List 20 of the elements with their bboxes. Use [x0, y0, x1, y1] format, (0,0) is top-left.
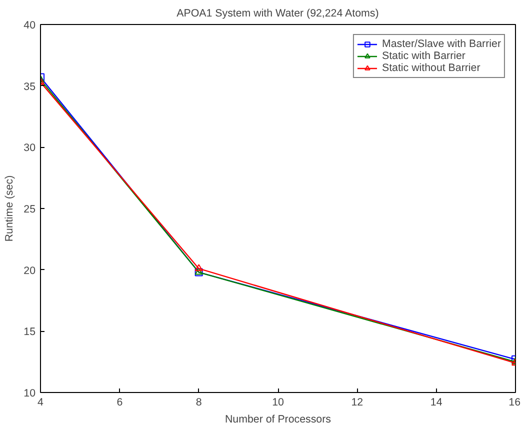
- x-tick-label: 14: [430, 396, 442, 408]
- x-axis-title: Number of Processors: [224, 414, 332, 426]
- chart-title: APOA1 System with Water (92,224 Atoms): [176, 8, 379, 20]
- legend-label: Static without Barrier: [382, 62, 480, 74]
- legend-label: Static with Barrier: [382, 50, 466, 62]
- x-tick-label: 6: [116, 396, 123, 408]
- legend-label: Master/Slave with Barrier: [382, 38, 501, 50]
- y-tick-label: 15: [24, 326, 36, 338]
- x-tick-label: 8: [196, 396, 202, 408]
- y-tick-label: 40: [24, 20, 36, 32]
- x-tick-label: 16: [508, 396, 521, 408]
- y-tick-label: 10: [24, 388, 36, 400]
- y-axis-title: Runtime (sec): [4, 175, 16, 242]
- x-tick-label: 12: [351, 396, 364, 408]
- x-tick-label: 4: [38, 396, 44, 408]
- y-tick-label: 20: [24, 264, 36, 277]
- y-tick-label: 25: [24, 204, 36, 216]
- y-tick-label: 30: [24, 142, 36, 154]
- x-tick-label: 10: [272, 396, 284, 408]
- y-tick-label: 35: [24, 80, 36, 93]
